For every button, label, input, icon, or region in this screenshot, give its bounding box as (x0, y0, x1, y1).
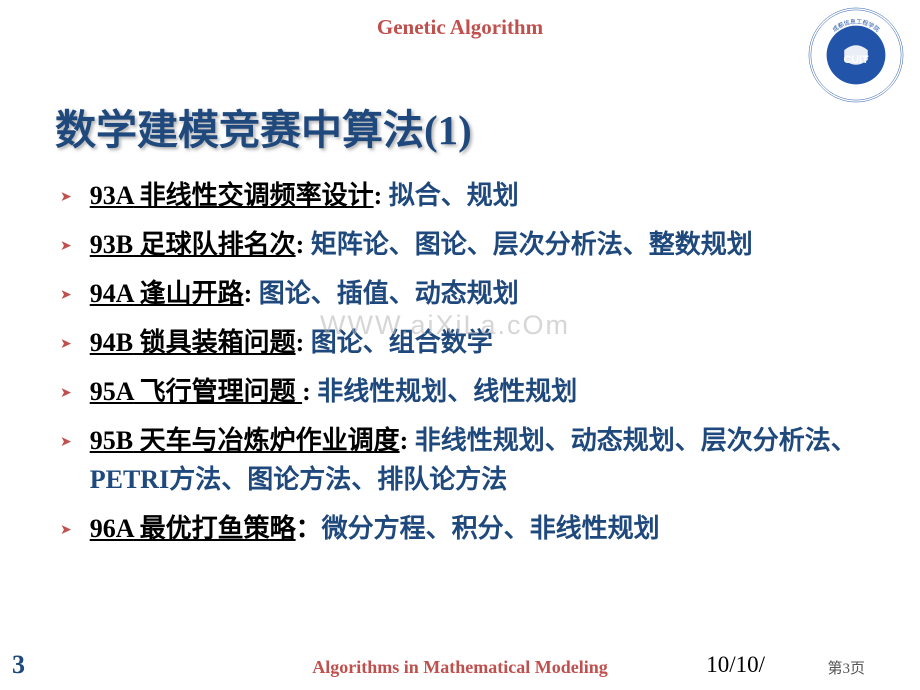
item-name: 锁具装箱问题 (133, 328, 296, 357)
item-name: 足球队排名次 (133, 230, 296, 259)
item-colon: : (400, 426, 415, 455)
item-name: 天车与冶炼炉作业调度 (133, 426, 400, 455)
item-code: 95B (90, 426, 133, 455)
item-name: 最优打鱼策略 (133, 514, 296, 543)
bullet-icon: ➤ (60, 382, 72, 403)
bullet-icon: ➤ (60, 333, 72, 354)
logo-acronym: CUIT (843, 54, 869, 66)
item-name: 飞行管理问题 (133, 377, 302, 406)
list-item: ➤ 93A 非线性交调频率设计: 拟合、规划 (60, 176, 885, 215)
item-code: 93A (90, 181, 133, 210)
item-code: 95A (90, 377, 133, 406)
list-item: ➤ 95B 天车与冶炼炉作业调度: 非线性规划、动态规划、层次分析法、PETRI… (60, 421, 885, 499)
list-item: ➤ 93B 足球队排名次: 矩阵论、图论、层次分析法、整数规划 (60, 225, 885, 264)
item-name: 逢山开路 (133, 279, 244, 308)
main-title: 数学建模竞赛中算法(1) (55, 96, 472, 156)
bullet-icon: ➤ (60, 431, 72, 452)
item-methods: 拟合、规划 (389, 181, 519, 210)
bullet-icon: ➤ (60, 186, 72, 207)
bullet-icon: ➤ (60, 519, 72, 540)
footer-date: 10/10/ (706, 652, 765, 678)
item-methods: 矩阵论、图论、层次分析法、整数规划 (311, 230, 753, 259)
list-item: ➤ 95A 飞行管理问题 : 非线性规划、线性规划 (60, 372, 885, 411)
bullet-icon: ➤ (60, 235, 72, 256)
item-colon: : (296, 328, 311, 357)
item-colon: : (296, 230, 311, 259)
item-colon: : (374, 181, 389, 210)
item-colon: ： (296, 514, 322, 543)
list-item: ➤ 94A 逢山开路: 图论、插值、动态规划 (60, 274, 885, 313)
item-code: 93B (90, 230, 133, 259)
item-code: 94A (90, 279, 133, 308)
header-title: Genetic Algorithm (0, 15, 920, 40)
cuit-logo: CUIT 成都信息工程学院 (807, 6, 905, 104)
footer-center: Algorithms in Mathematical Modeling (0, 657, 920, 678)
footer-page-label: 第3页 (827, 657, 865, 678)
item-code: 96A (90, 514, 133, 543)
item-methods: 图论、插值、动态规划 (259, 279, 519, 308)
item-methods: 微分方程、积分、非线性规划 (322, 514, 660, 543)
bullet-icon: ➤ (60, 284, 72, 305)
content-list: ➤ 93A 非线性交调频率设计: 拟合、规划 ➤ 93B 足球队排名次: 矩阵论… (60, 176, 885, 558)
item-name: 非线性交调频率设计 (133, 181, 374, 210)
item-colon: : (302, 377, 317, 406)
item-methods: 非线性规划、线性规划 (317, 377, 577, 406)
list-item: ➤ 96A 最优打鱼策略：微分方程、积分、非线性规划 (60, 509, 885, 548)
item-code: 94B (90, 328, 133, 357)
item-colon: : (244, 279, 259, 308)
watermark: WWW.aiXiLa.cOm (320, 310, 570, 341)
